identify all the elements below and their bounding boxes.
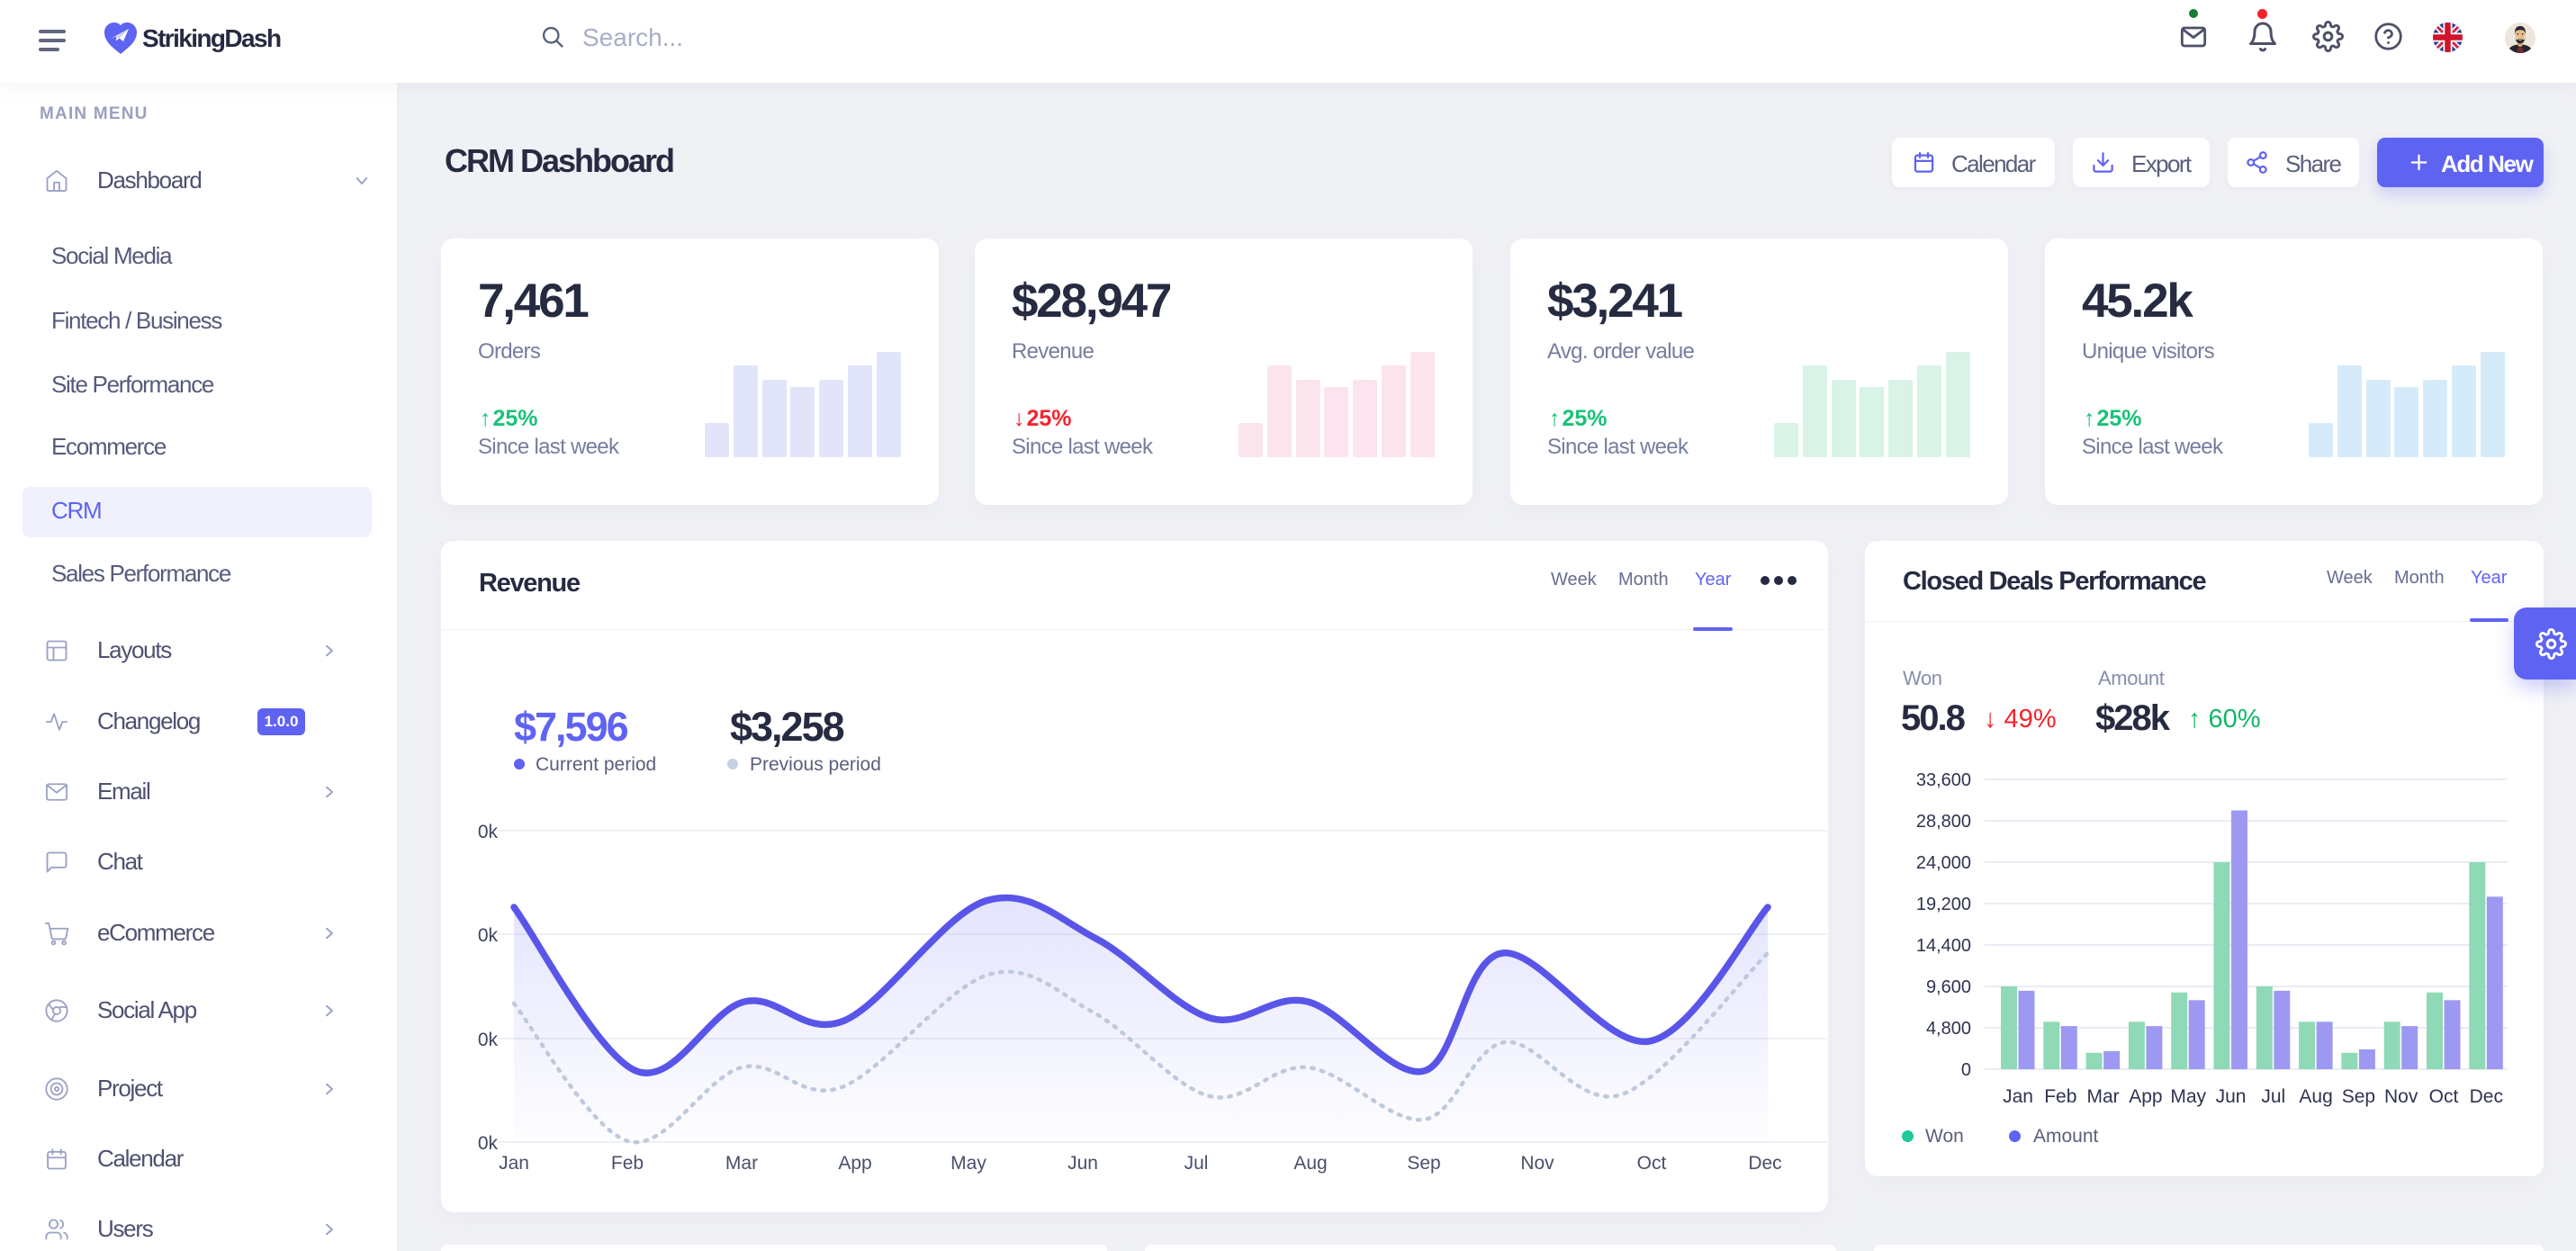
svg-text:May: May <box>2170 1086 2206 1107</box>
svg-text:Feb: Feb <box>611 1153 644 1174</box>
svg-text:Sep: Sep <box>1407 1153 1440 1174</box>
svg-text:0k: 0k <box>478 1030 499 1050</box>
svg-text:0k: 0k <box>478 822 499 842</box>
svg-text:Jun: Jun <box>1067 1153 1098 1174</box>
svg-text:Jul: Jul <box>2261 1086 2285 1107</box>
svg-text:33,600: 33,600 <box>1916 770 1971 790</box>
svg-text:Nov: Nov <box>2384 1086 2418 1107</box>
svg-text:Aug: Aug <box>1293 1153 1327 1174</box>
svg-text:0k: 0k <box>478 925 499 946</box>
svg-text:Nov: Nov <box>1520 1153 1554 1174</box>
svg-text:Dec: Dec <box>1748 1153 1781 1174</box>
svg-text:Oct: Oct <box>2429 1086 2459 1107</box>
svg-text:Jan: Jan <box>2003 1086 2033 1107</box>
svg-text:4,800: 4,800 <box>1926 1019 1971 1039</box>
svg-text:14,400: 14,400 <box>1916 936 1971 956</box>
svg-text:Sep: Sep <box>2342 1086 2375 1107</box>
svg-text:May: May <box>950 1153 986 1174</box>
svg-text:Feb: Feb <box>2044 1086 2076 1107</box>
svg-text:9,600: 9,600 <box>1926 977 1971 997</box>
svg-text:App: App <box>2129 1086 2162 1107</box>
svg-text:Aug: Aug <box>2299 1086 2332 1107</box>
svg-text:Dec: Dec <box>2470 1086 2503 1107</box>
svg-text:0k: 0k <box>478 1133 499 1154</box>
svg-text:App: App <box>838 1153 871 1174</box>
svg-text:0: 0 <box>1961 1060 1971 1080</box>
svg-text:Mar: Mar <box>2087 1086 2120 1107</box>
svg-text:Jan: Jan <box>499 1153 529 1174</box>
svg-text:19,200: 19,200 <box>1916 895 1971 914</box>
svg-text:24,000: 24,000 <box>1916 853 1971 873</box>
svg-text:Oct: Oct <box>1637 1153 1667 1174</box>
svg-text:Jul: Jul <box>1184 1153 1209 1174</box>
svg-text:28,800: 28,800 <box>1916 812 1971 832</box>
svg-text:Jun: Jun <box>2216 1086 2247 1107</box>
svg-text:Mar: Mar <box>725 1153 758 1174</box>
